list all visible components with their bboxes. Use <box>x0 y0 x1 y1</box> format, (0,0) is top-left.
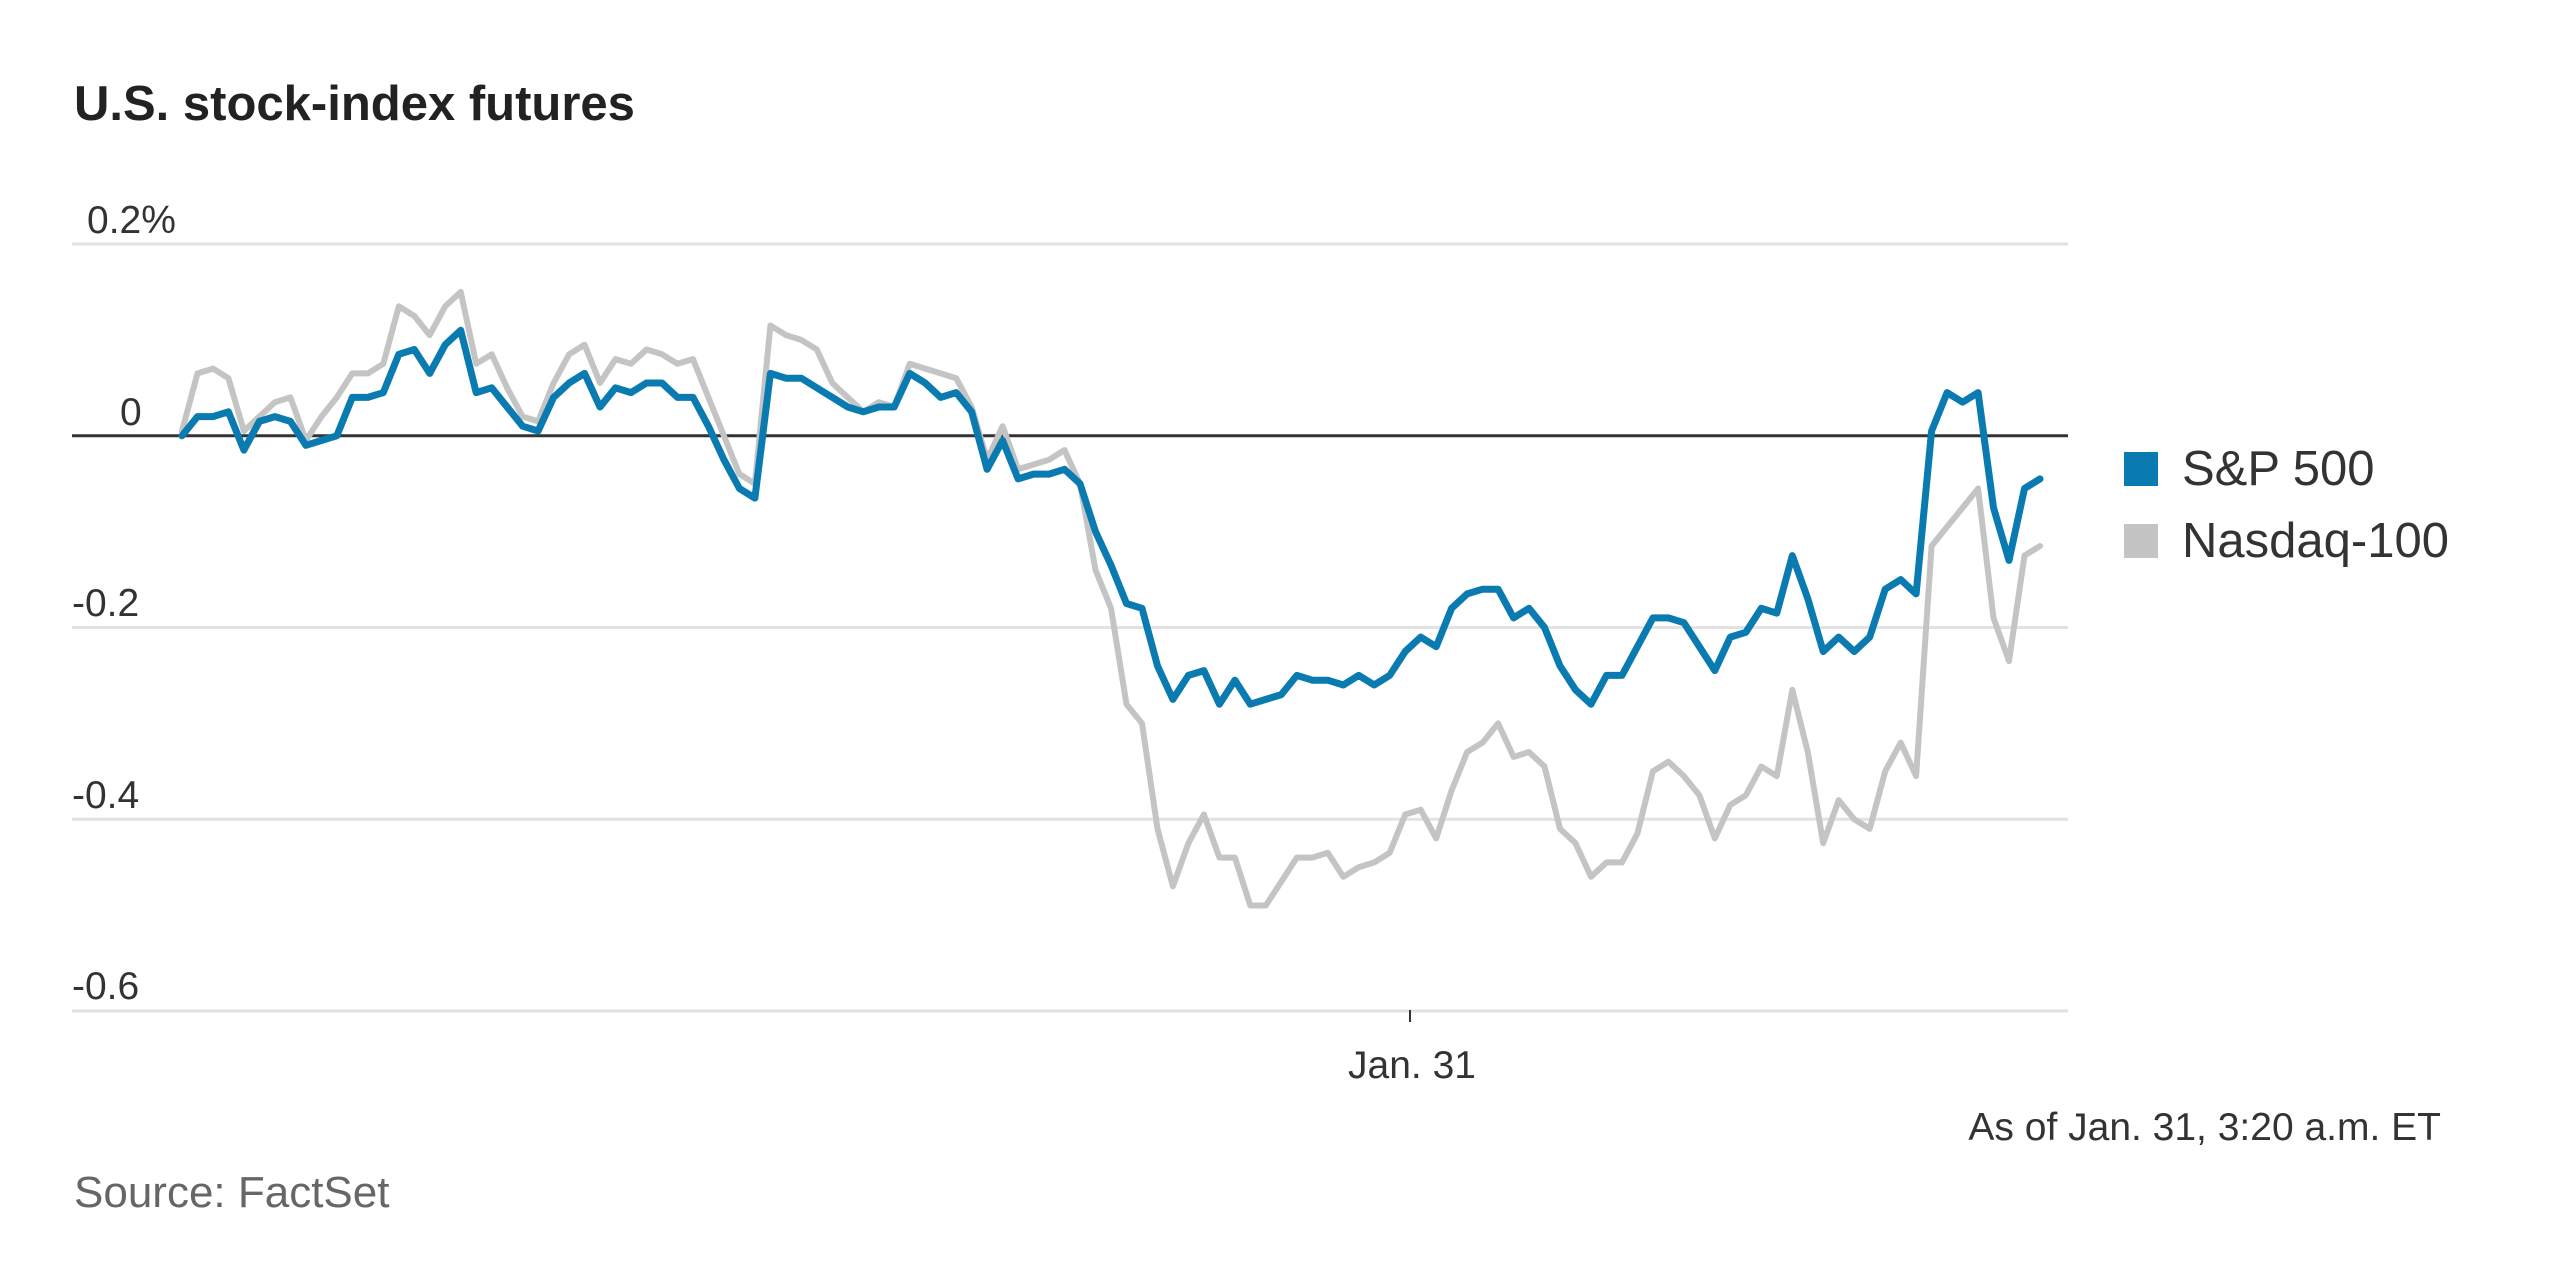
x-axis: Jan. 31 <box>1348 1010 1476 1087</box>
legend-swatch-nasdaq <box>2124 524 2158 558</box>
y-tick-label: 0.2% <box>87 199 176 242</box>
y-tick-label: 0 <box>120 391 142 434</box>
series-lines <box>178 288 2044 909</box>
grid-lines <box>72 242 2068 1013</box>
series-line-nasdaq <box>179 288 2043 909</box>
legend-swatch-sp500 <box>2124 452 2158 486</box>
source-note: Source: FactSet <box>74 1168 390 1217</box>
y-tick-label: -0.4 <box>72 774 139 817</box>
legend: S&P 500 Nasdaq-100 <box>2124 442 2449 568</box>
x-tick-label: Jan. 31 <box>1348 1044 1476 1087</box>
legend-label-nasdaq: Nasdaq-100 <box>2182 514 2449 568</box>
y-tick-label: -0.2 <box>72 582 139 625</box>
y-tick-label: -0.6 <box>72 965 139 1008</box>
as-of-note: As of Jan. 31, 3:20 a.m. ET <box>1968 1106 2441 1149</box>
legend-label-sp500: S&P 500 <box>2182 442 2375 496</box>
chart-title: U.S. stock-index futures <box>74 77 635 131</box>
y-axis-ticks: 0.2% 0 -0.2 -0.4 -0.6 <box>72 199 176 1008</box>
series-line-sp500 <box>178 326 2044 708</box>
